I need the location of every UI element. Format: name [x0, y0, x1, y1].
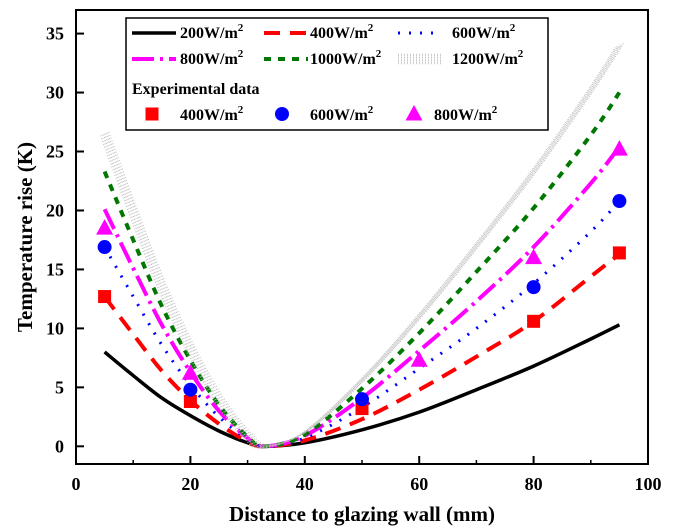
y-axis-title: Temperature rise (K): [13, 142, 37, 332]
x-tick-label: 80: [525, 474, 543, 494]
y-tick-label: 30: [46, 83, 64, 103]
legend-label: 600W/m2: [452, 22, 516, 42]
experimental-point-square: [527, 315, 540, 328]
y-tick-label: 10: [46, 318, 64, 338]
experimental-point-square: [184, 395, 197, 408]
x-tick-label: 100: [635, 474, 662, 494]
experimental-point-circle: [183, 383, 197, 397]
experimental-point-circle: [355, 392, 369, 406]
experimental-point-square: [98, 290, 111, 303]
legend-marker-circle: [275, 107, 289, 121]
experimental-point-circle: [612, 194, 626, 208]
marker-layer: [96, 140, 628, 415]
legend-label: 400W/m2: [310, 22, 374, 42]
series-line-400w-m: [105, 254, 620, 446]
y-tick-label: 35: [46, 24, 64, 44]
y-tick-label: 5: [55, 377, 64, 397]
y-tick-label: 25: [46, 142, 64, 162]
x-tick-label: 20: [181, 474, 199, 494]
x-tick-label: 60: [410, 474, 428, 494]
x-tick-label: 40: [296, 474, 314, 494]
experimental-point-square: [613, 246, 626, 259]
legend: 200W/m2 400W/m2 600W/m2 800W/m2 1000W/m2 1200…: [126, 18, 548, 130]
legend-label: 800W/m2: [434, 104, 498, 124]
experimental-point-circle: [98, 240, 112, 254]
experimental-point-circle: [527, 280, 541, 294]
x-axis-title: Distance to glazing wall (mm): [229, 502, 495, 526]
legend-label: 200W/m2: [180, 22, 244, 42]
y-tick-label: 20: [46, 200, 64, 220]
legend-label: 600W/m2: [310, 104, 374, 124]
legend-label: 800W/m2: [180, 48, 244, 68]
experimental-point-triangle: [525, 249, 542, 264]
y-tick-label: 15: [46, 259, 64, 279]
experimental-point-triangle: [611, 140, 628, 156]
x-tick-label: 0: [72, 474, 81, 494]
legend-subtitle: Experimental data: [132, 81, 260, 98]
legend-marker-square: [146, 108, 159, 121]
legend-label: 1000W/m2: [310, 48, 382, 68]
y-tick-label: 0: [55, 436, 64, 456]
legend-label: 400W/m2: [180, 104, 244, 124]
experimental-point-triangle: [411, 351, 428, 367]
legend-label: 1200W/m2: [452, 48, 524, 68]
